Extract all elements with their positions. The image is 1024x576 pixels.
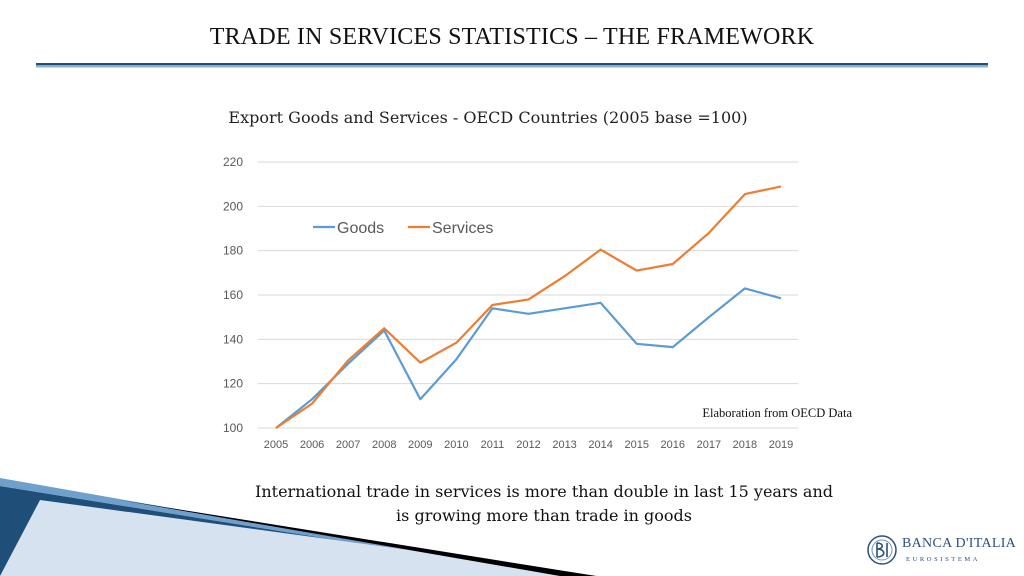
y-tick-label: 220 bbox=[223, 155, 243, 169]
x-tick-label: 2017 bbox=[697, 439, 721, 451]
x-tick-label: 2011 bbox=[481, 439, 505, 451]
x-tick-label: 2007 bbox=[336, 439, 360, 451]
y-tick-label: 160 bbox=[223, 288, 243, 302]
x-tick-label: 2005 bbox=[264, 439, 288, 451]
bank-logo-name: BANCA D'ITALIA bbox=[902, 536, 1017, 551]
chart-legend: Goods Services bbox=[313, 220, 493, 237]
chart-series bbox=[275, 185, 782, 429]
x-tick-label: 2012 bbox=[516, 439, 540, 451]
x-tick-label: 2008 bbox=[372, 439, 396, 451]
x-axis-ticks: 2005 2006 2007 2008 2009 2010 2011 2012 2013 2014… bbox=[264, 439, 793, 451]
y-axis-ticks: 100 120 140 160 180 200 220 bbox=[223, 155, 243, 435]
y-tick-label: 200 bbox=[223, 199, 243, 213]
y-tick-label: 120 bbox=[223, 377, 243, 391]
chart-gridlines bbox=[258, 161, 798, 429]
series-line-goods bbox=[275, 287, 782, 429]
x-tick-label: 2015 bbox=[624, 439, 648, 451]
x-tick-label: 2016 bbox=[661, 439, 685, 451]
y-tick-label: 180 bbox=[223, 244, 243, 258]
x-tick-label: 2010 bbox=[444, 439, 468, 451]
x-tick-label: 2013 bbox=[552, 439, 576, 451]
series-line-services bbox=[275, 185, 782, 429]
title-divider bbox=[36, 63, 988, 68]
legend-label: Goods bbox=[337, 220, 384, 237]
y-tick-label: 140 bbox=[223, 332, 243, 346]
source-note: Elaboration from OECD Data bbox=[702, 406, 852, 420]
x-tick-label: 2006 bbox=[300, 439, 324, 451]
bank-logo: BANCA D'ITALIA EUROSISTEMA bbox=[866, 532, 1016, 568]
chart-title: Export Goods and Services - OECD Countri… bbox=[228, 108, 748, 127]
x-tick-label: 2019 bbox=[769, 439, 793, 451]
x-tick-label: 2018 bbox=[733, 439, 757, 451]
x-tick-label: 2009 bbox=[408, 439, 432, 451]
x-tick-label: 2014 bbox=[588, 439, 612, 451]
legend-label: Services bbox=[432, 220, 493, 237]
slide-title: TRADE IN SERVICES STATISTICS – THE FRAME… bbox=[209, 24, 815, 50]
y-tick-label: 100 bbox=[223, 421, 243, 435]
slide-caption: International trade in services is more … bbox=[255, 482, 833, 525]
bank-logo-subtitle: EUROSISTEMA bbox=[906, 556, 981, 563]
bank-emblem-icon bbox=[867, 535, 897, 565]
